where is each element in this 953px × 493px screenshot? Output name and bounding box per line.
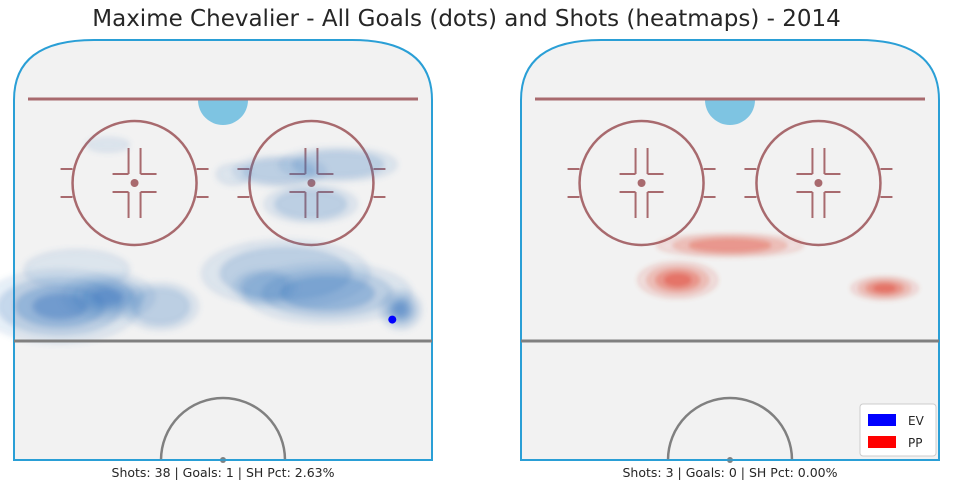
density-blob [86, 137, 130, 152]
density-contour [216, 164, 251, 185]
density-blob [122, 282, 199, 330]
density-contour [872, 283, 897, 293]
center-circle [159, 396, 287, 461]
density-blob [24, 249, 130, 291]
heatmap-left [0, 137, 422, 344]
rink-panel-right: Shots: 3 | Goals: 0 | SH Pct: 0.00% [520, 39, 940, 480]
legend-box [859, 403, 937, 457]
chart-title: Maxime Chevalier - All Goals (dots) and … [92, 6, 841, 32]
density-contour [24, 249, 130, 291]
density-contour [92, 288, 125, 305]
faceoff-circle-right [744, 119, 893, 247]
panel-caption: Shots: 3 | Goals: 0 | SH Pct: 0.00% [622, 465, 837, 480]
faceoff-dot [130, 179, 139, 187]
faceoff-ring [71, 119, 198, 247]
faceoff-dot [637, 179, 646, 187]
density-contour [393, 302, 409, 317]
density-contour [239, 273, 290, 300]
density-blob [264, 185, 358, 223]
faceoff-ring [755, 119, 882, 247]
density-contour [274, 189, 348, 219]
density-blob [637, 261, 718, 299]
density-contour [291, 151, 384, 178]
faceoff-dot [814, 179, 823, 187]
density-blob [233, 269, 297, 304]
density-contour [663, 273, 692, 287]
legend-swatch-pp [868, 436, 896, 448]
faceoff-ring [578, 119, 705, 247]
faceoff-circle-left [60, 119, 209, 247]
rink-panel-left: Shots: 38 | Goals: 1 | SH Pct: 2.63% [0, 39, 433, 480]
goal-crease [198, 100, 248, 125]
legend: EV PP [859, 403, 937, 457]
panel-caption: Shots: 38 | Goals: 1 | SH Pct: 2.63% [112, 465, 335, 480]
goal-crease [705, 100, 755, 125]
legend-swatch-ev [868, 414, 896, 426]
goal-dot [388, 315, 397, 324]
faceoff-circle-left [567, 119, 716, 247]
legend-label-ev: EV [908, 414, 925, 428]
legend-label-pp: PP [908, 436, 922, 450]
density-blob [379, 289, 422, 330]
density-blob [216, 164, 251, 185]
density-contour [688, 238, 772, 253]
density-contour [130, 287, 191, 325]
density-blob [850, 276, 919, 301]
center-circle [666, 396, 794, 461]
density-blob [279, 147, 397, 182]
density-contour [86, 137, 130, 152]
heatmap-right [637, 233, 919, 301]
density-blob [656, 233, 804, 258]
